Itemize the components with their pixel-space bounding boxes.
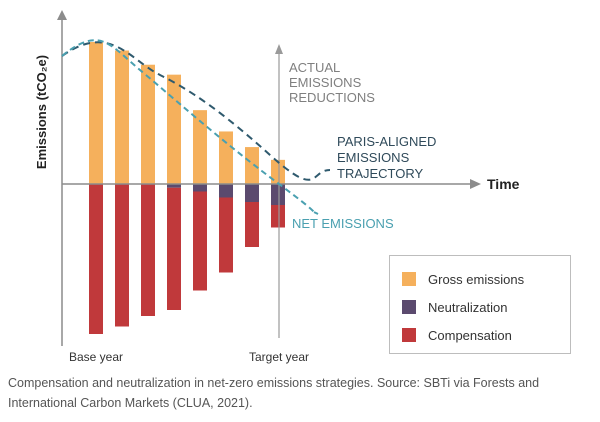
bar-compensation-2 [115,184,129,327]
bar-neutralization-6 [219,184,233,198]
caption-line-1: Compensation and neutralization in net-z… [8,376,540,390]
bar-compensation-4 [167,187,181,310]
annotation-actual-line2: EMISSIONS [289,75,362,90]
bar-compensation-5 [193,191,207,291]
y-axis-arrowhead [57,10,67,20]
annotation-actual-line3: REDUCTIONS [289,90,375,105]
bars-group [89,42,285,334]
legend-item-neutralization: Neutralization [402,296,508,318]
bar-gross-5 [193,110,207,184]
legend-swatch-neutralization [402,300,416,314]
bar-gross-4 [167,74,181,184]
legend-swatch-gross [402,272,416,286]
annotation-paris-line1: PARIS-ALIGNED [337,134,436,149]
legend-swatch-compensation [402,328,416,342]
bar-compensation-7 [245,202,259,247]
bar-gross-1 [89,42,103,184]
paris-trajectory-line [61,41,331,181]
x-axis-label: Time [487,176,520,192]
bar-compensation-3 [141,184,155,316]
annotation-paris-line3: TRAJECTORY [337,166,424,181]
bar-neutralization-4 [167,184,181,188]
bar-compensation-8 [271,205,285,228]
legend-label-neutralization: Neutralization [428,299,508,315]
bar-neutralization-5 [193,184,207,192]
x-tick-target-year: Target year [249,350,309,364]
bar-gross-7 [245,147,259,184]
bar-neutralization-8 [271,184,285,205]
bar-gross-6 [219,131,233,184]
bar-gross-8 [271,159,285,184]
bar-compensation-1 [89,184,103,334]
bar-neutralization-7 [245,184,259,202]
y-axis-label: Emissions (tCO₂e) [34,55,49,169]
bar-gross-3 [141,64,155,184]
annotation-paris-line2: EMISSIONS [337,150,410,165]
bar-compensation-6 [219,197,233,273]
net-emissions-line [61,39,319,215]
chart: Emissions (tCO₂e) Time Base year Target … [34,10,520,364]
legend-item-gross: Gross emissions [402,268,524,290]
reductions-arrow-head [275,44,283,54]
bar-gross-2 [115,50,129,184]
legend-label-compensation: Compensation [428,327,512,343]
annotation-actual-line1: ACTUAL [289,60,340,75]
legend: Gross emissions Neutralization Compensat… [389,255,571,354]
annotation-net-emissions: NET EMISSIONS [292,216,394,231]
x-tick-base-year: Base year [69,350,123,364]
figure-caption: Compensation and neutralization in net-z… [8,373,588,413]
legend-label-gross: Gross emissions [428,271,525,287]
caption-line-2: International Carbon Markets (CLUA, 2021… [8,396,253,410]
legend-item-compensation: Compensation [402,324,512,346]
x-axis-arrowhead [470,179,481,189]
